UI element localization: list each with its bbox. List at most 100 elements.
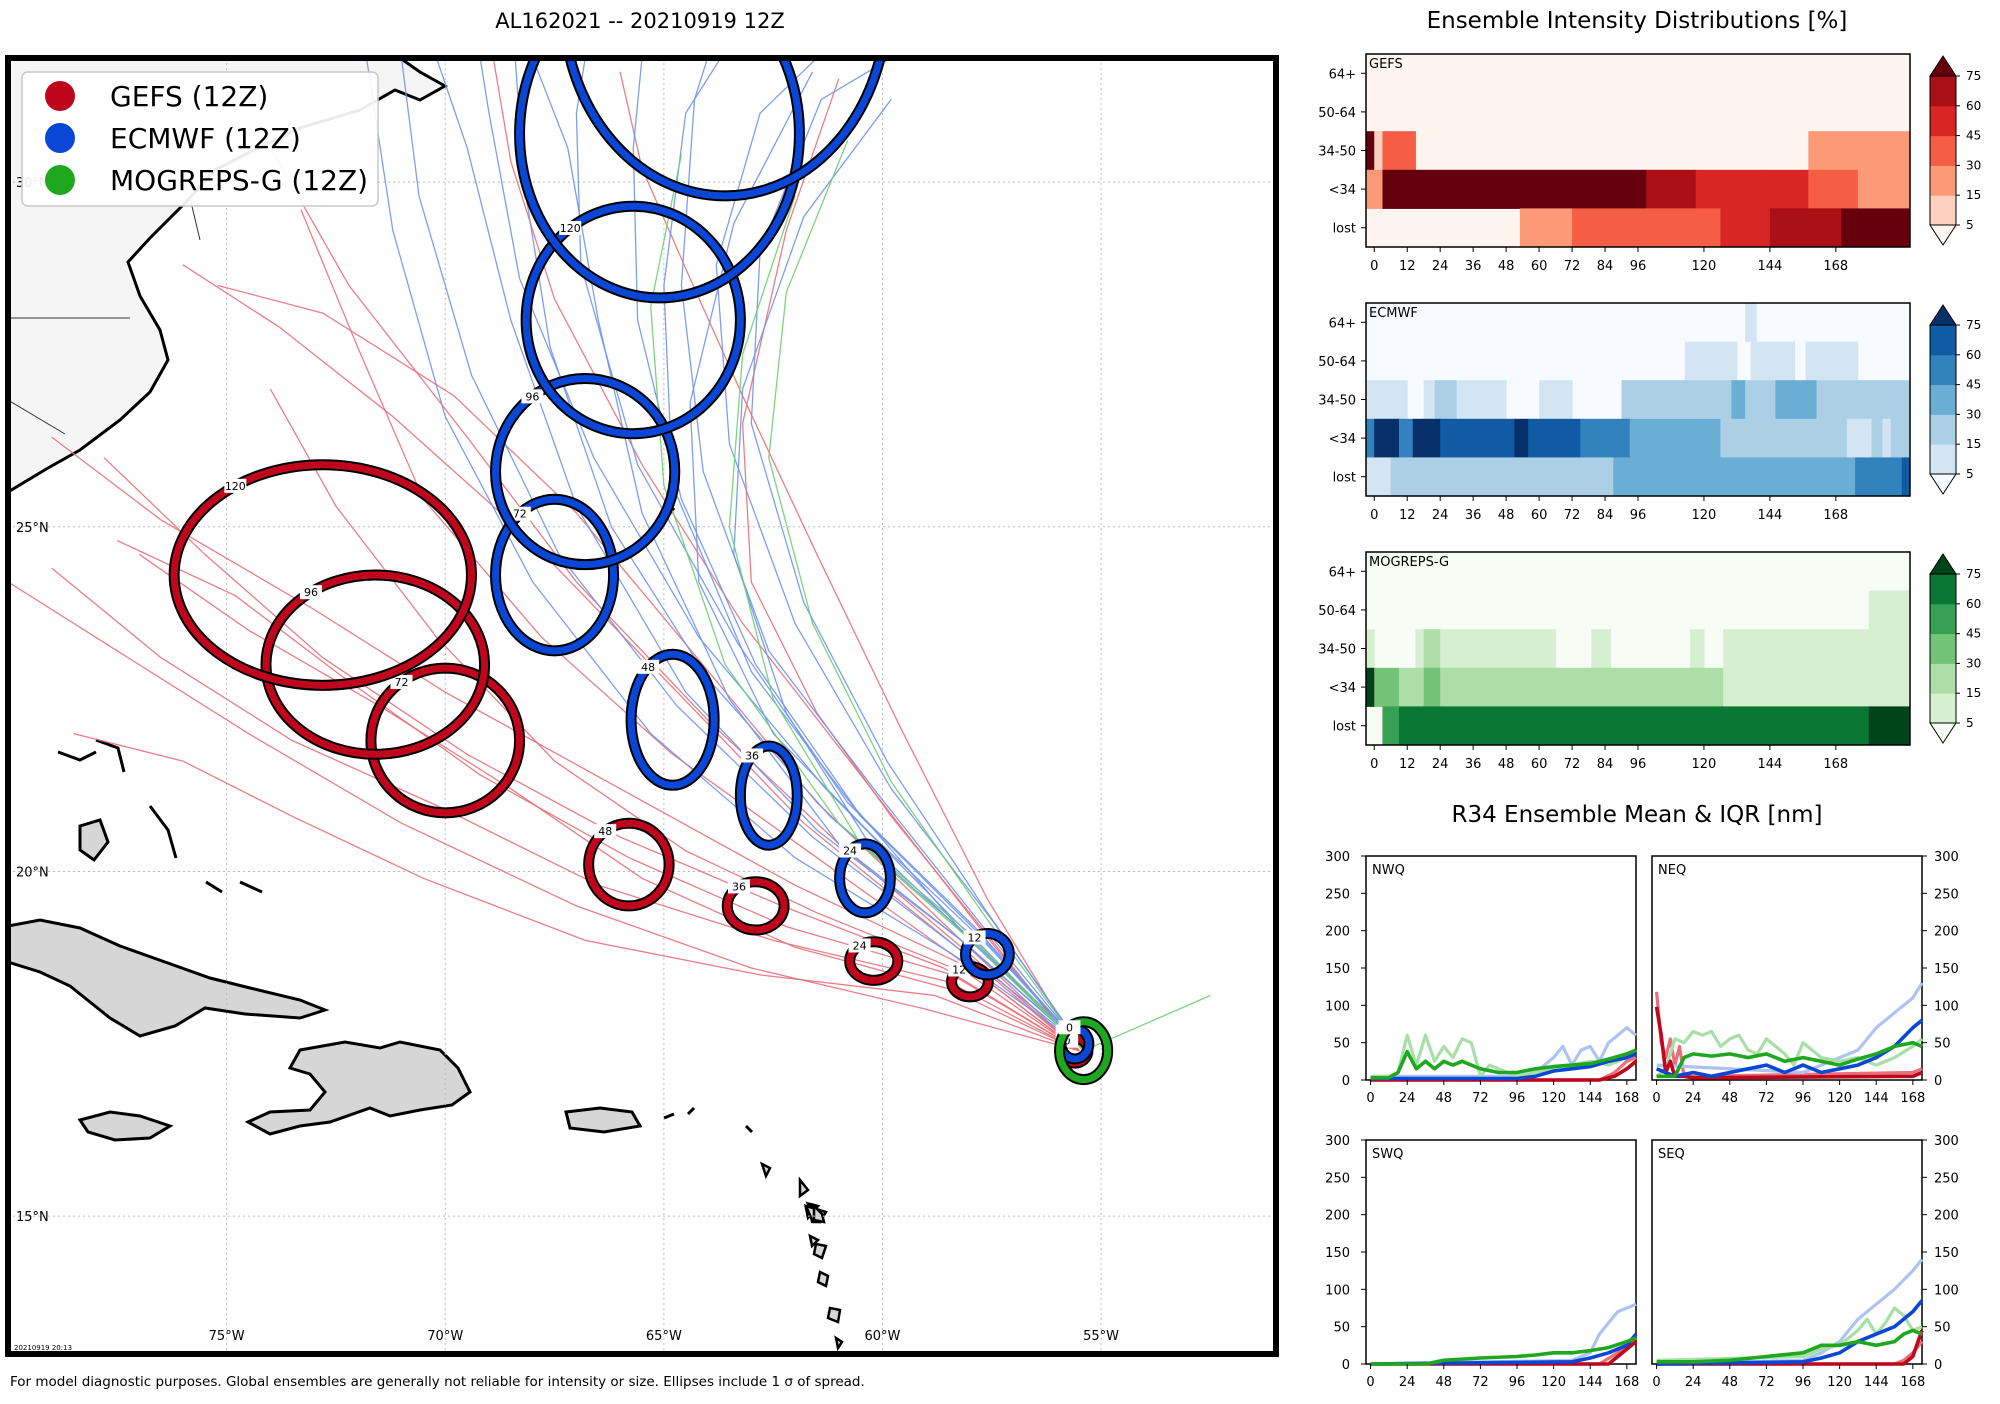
- heatmap-cell: [1654, 208, 1721, 248]
- map-land: [8, 58, 1276, 1354]
- land-bahamas: [148, 805, 178, 859]
- heatmap-x-tick: 96: [1630, 259, 1647, 274]
- land-antilles: [759, 1161, 772, 1180]
- heatmap-cell: [1723, 629, 1911, 669]
- colorbar-bin: [1930, 135, 1956, 166]
- ecmwf-ellipse-168h: 168: [564, 58, 886, 202]
- heatmap-x-tick: 24: [1432, 259, 1449, 274]
- ecmwf-member-track: [680, 58, 1080, 1045]
- heatmap-cell: [1808, 169, 1859, 209]
- r34-y-tick: 100: [1934, 1283, 1959, 1298]
- gefs-member-track: [217, 284, 1080, 1052]
- heatmap-cell: [1374, 667, 1400, 707]
- r34-panel-label: SEQ: [1658, 1147, 1685, 1162]
- ellipse-hour-label-bg: [848, 938, 871, 953]
- map-frame: [5, 55, 1279, 1357]
- heatmap-cell: [1629, 418, 1721, 458]
- heatmap-row-label: lost: [1333, 720, 1356, 735]
- heatmap-cell: [1519, 208, 1573, 248]
- mogreps-r34-mean-line: [1370, 1336, 1637, 1366]
- r34-y-tick: 300: [1934, 1134, 1959, 1149]
- gefs-ellipse-36h: 36: [721, 876, 790, 936]
- intensity-title: Ensemble Intensity Distributions [%]: [1427, 8, 1848, 34]
- heatmap-x-tick: 168: [1823, 508, 1848, 523]
- heatmap-x-tick: 120: [1692, 757, 1717, 772]
- ecmwf-r34-upper-line: [1656, 1258, 1924, 1366]
- r34-x-tick: 168: [1900, 1091, 1925, 1106]
- heatmap-cell: [1398, 706, 1870, 746]
- colorbar-tick: 75: [1966, 69, 1981, 83]
- colorbar-extend-max: [1929, 304, 1957, 326]
- map-lat-label: 15°N: [16, 1210, 49, 1225]
- heatmap-cell: [1382, 169, 1647, 209]
- land-bahamas: [95, 738, 126, 773]
- colorbar-bin: [1930, 76, 1956, 107]
- heatmap-cell: [1390, 457, 1614, 497]
- heatmap-row-label: <34: [1329, 183, 1356, 198]
- heatmap-cell: [1366, 629, 1375, 669]
- heatmap-panel-label: ECMWF: [1369, 306, 1418, 321]
- ecmwf-ellipse-12h: 12: [960, 927, 1015, 981]
- r34-y-tick: 250: [1934, 887, 1959, 902]
- r34-x-tick: 0: [1366, 1375, 1374, 1390]
- ellipse-hour-label: 0: [1066, 1021, 1073, 1034]
- ellipse-hour-label-bg: [727, 879, 750, 894]
- heatmap-cell: [1805, 341, 1859, 381]
- heatmap-cell: [1731, 380, 1746, 420]
- heatmap-row-label: 64+: [1329, 565, 1356, 580]
- colorbar-frame: [1929, 573, 1957, 724]
- r34-x-tick: 0: [1652, 1375, 1660, 1390]
- heatmap-row-label: lost: [1333, 471, 1356, 486]
- r34-x-tick: 24: [1399, 1375, 1416, 1390]
- heatmap-x-tick: 60: [1531, 757, 1548, 772]
- colorbar-tick: 45: [1966, 627, 1981, 641]
- map-lon-label: 75°W: [209, 1329, 245, 1344]
- r34-x-tick: 72: [1758, 1375, 1775, 1390]
- heatmap-x-tick: 144: [1757, 508, 1782, 523]
- heatmap-cell: [1423, 629, 1441, 669]
- ellipse-hour-label-bg: [299, 585, 322, 600]
- heatmap-cell: [1382, 706, 1400, 746]
- land-antilles: [834, 1335, 844, 1352]
- colorbar-tick: 5: [1966, 467, 1974, 481]
- heatmap-cell: [1580, 418, 1631, 458]
- gefs-ellipse-24h: 24: [844, 936, 904, 986]
- heatmap-x-tick: 84: [1597, 757, 1614, 772]
- ellipse-hour-label: 48: [641, 661, 655, 674]
- heatmap-row-label: 34-50: [1318, 643, 1356, 658]
- ellipse-hour-label: 120: [560, 222, 581, 235]
- r34-panel-swq: SWQ 0 24 48 72 96 120 144 168 0 50 100 150 200 250 300: [1325, 1134, 1639, 1390]
- heatmap-cell: [1690, 629, 1705, 669]
- gefs-member-track: [182, 264, 1080, 1052]
- r34-x-tick: 144: [1578, 1375, 1603, 1390]
- heatmap-x-tick: 0: [1370, 757, 1378, 772]
- heatmap-x-tick: 60: [1531, 508, 1548, 523]
- heatmap-row-label: 50-64: [1318, 106, 1356, 121]
- heatmap-cell: [1415, 629, 1425, 669]
- r34-y-tick: 50: [1333, 1321, 1350, 1336]
- heatmap-x-tick: 12: [1399, 259, 1416, 274]
- land-antilles: [816, 1270, 830, 1288]
- mogreps-r34-mean-line: [1370, 1048, 1637, 1080]
- gefs-member-track: [492, 58, 1080, 1052]
- heatmap-row-label: <34: [1329, 681, 1356, 696]
- colorbar-bin: [1930, 105, 1956, 137]
- ecmwf-member-track: [365, 58, 1080, 1045]
- colorbar-bin: [1930, 633, 1956, 664]
- legend-marker-ecmwf: [45, 123, 75, 153]
- heatmap-cell: [1882, 418, 1892, 458]
- heatmap-cell: [1366, 169, 1383, 209]
- r34-y-tick: 150: [1934, 1246, 1959, 1261]
- land-bahamas: [239, 880, 263, 894]
- r34-x-tick: 0: [1652, 1091, 1660, 1106]
- heatmap-x-tick: 48: [1498, 259, 1515, 274]
- heatmap-x-tick: 72: [1564, 757, 1581, 772]
- heatmap-cell: [1646, 169, 1697, 209]
- heatmap-cell: [1398, 667, 1425, 707]
- r34-x-tick: 72: [1758, 1091, 1775, 1106]
- r34-x-tick: 144: [1864, 1375, 1889, 1390]
- land-puerto-rico: [564, 1106, 643, 1134]
- colorbar-extend-max: [1929, 55, 1957, 77]
